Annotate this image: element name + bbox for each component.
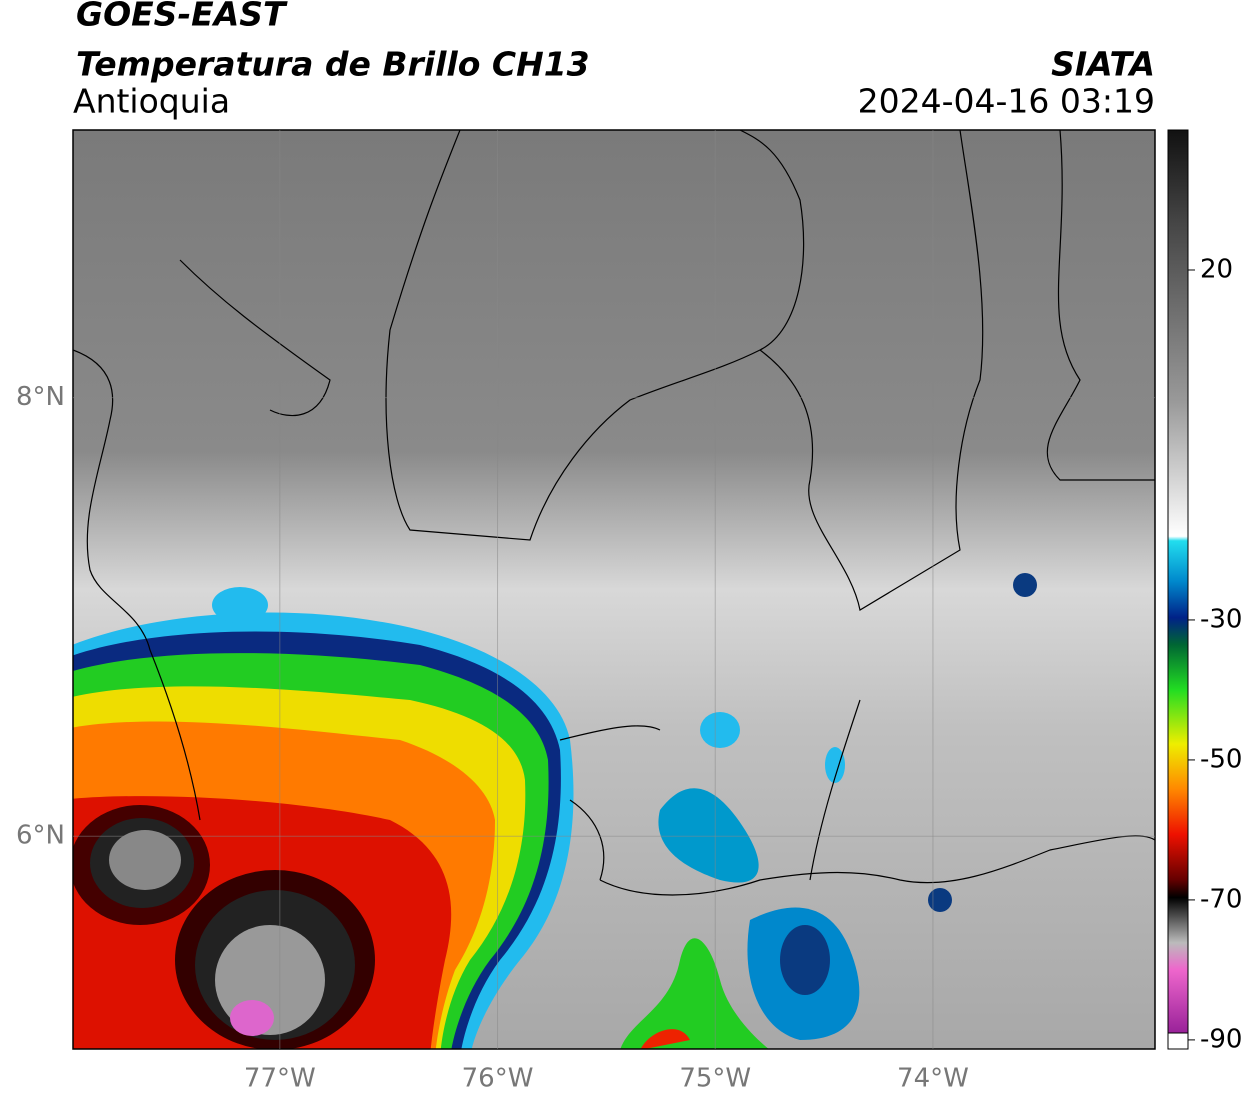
lon-tick-label: 75°W [679, 1064, 751, 1094]
colorbar-tick-label: -90 [1200, 1024, 1242, 1054]
source: SIATA [1051, 45, 1155, 84]
colorbar [1167, 129, 1189, 1034]
map-frame [72, 129, 1156, 1050]
lat-tick-label: 6°N [16, 821, 65, 851]
lon-tick-label: 74°W [897, 1064, 969, 1094]
colorbar-tick-label: -30 [1200, 604, 1242, 634]
datetime: 2024-04-16 03:19 [858, 82, 1155, 121]
lon-tick-label: 76°W [462, 1064, 534, 1094]
colorbar-under [1167, 1032, 1189, 1050]
colorbar-tick-label: -50 [1200, 744, 1242, 774]
imagery [73, 130, 1155, 1049]
subtitle: Temperatura de Brillo CH13 [76, 45, 590, 84]
lon-tick-label: 77°W [244, 1064, 316, 1094]
colorbar-tick-label: -70 [1200, 884, 1242, 914]
colorbar-tick-label: 20 [1200, 254, 1233, 284]
region: Antioquia [73, 82, 230, 121]
title: GOES-EAST [76, 0, 288, 34]
lat-tick-label: 8°N [16, 382, 65, 412]
